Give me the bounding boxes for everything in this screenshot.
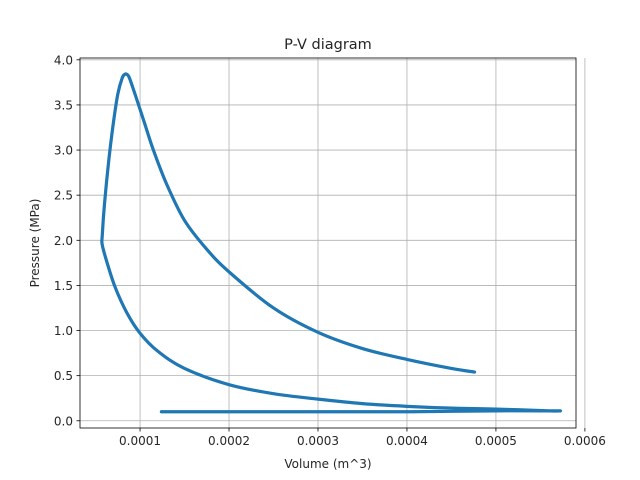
chart-title: P-V diagram bbox=[284, 37, 372, 53]
x-tick-label: 0.0005 bbox=[475, 434, 517, 448]
x-tick-label: 0.0006 bbox=[564, 434, 606, 448]
x-tick-label: 0.0001 bbox=[119, 434, 161, 448]
y-tick-label: 1.0 bbox=[54, 324, 73, 338]
x-axis-label: Volume (m^3) bbox=[284, 457, 371, 471]
x-tick-label: 0.0003 bbox=[297, 434, 339, 448]
y-axis-label: Pressure (MPa) bbox=[28, 199, 42, 288]
y-tick-label: 0.5 bbox=[54, 369, 73, 383]
plot-frame bbox=[79, 57, 577, 429]
x-tick-label: 0.0004 bbox=[386, 434, 428, 448]
x-tick-label: 0.0002 bbox=[208, 434, 250, 448]
y-tick-label: 3.0 bbox=[54, 144, 73, 158]
y-tick-label: 2.5 bbox=[54, 189, 73, 203]
y-axis-ticks: 0.0 0.5 1.0 1.5 2.0 2.5 3.0 3.5 4.0 bbox=[54, 53, 80, 428]
x-axis-ticks: 0.0001 0.0002 0.0003 0.0004 0.0005 0.0006 bbox=[119, 428, 606, 448]
y-tick-label: 2.0 bbox=[54, 234, 73, 248]
grid bbox=[80, 58, 586, 428]
y-tick-label: 0.0 bbox=[54, 414, 73, 428]
series-layer bbox=[100, 72, 563, 414]
y-tick-label: 3.5 bbox=[54, 98, 73, 112]
y-tick-label: 1.5 bbox=[54, 279, 73, 293]
pv-curve-line bbox=[100, 72, 563, 414]
y-tick-label: 4.0 bbox=[54, 53, 73, 67]
